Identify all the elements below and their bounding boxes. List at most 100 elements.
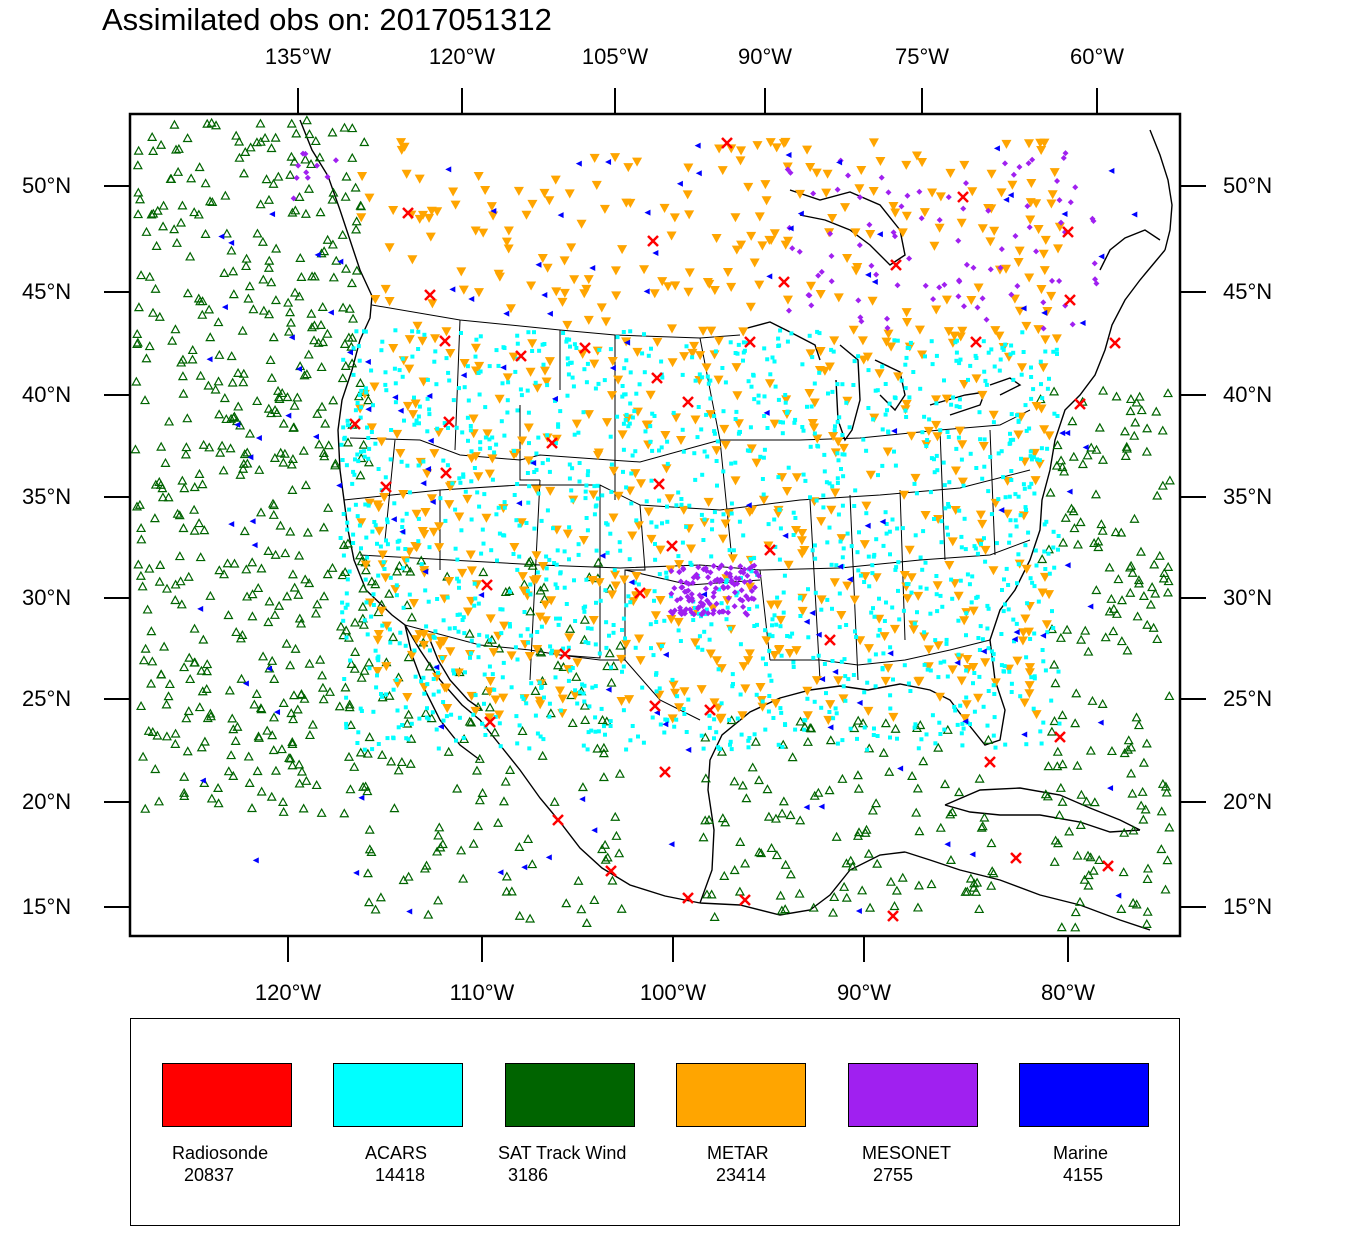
acars-marker	[798, 614, 803, 618]
marine-marker	[1059, 430, 1066, 437]
sat-track-wind-marker	[388, 632, 399, 642]
acars-marker	[389, 428, 394, 432]
mesonet-marker	[677, 578, 684, 585]
sat-track-wind-marker	[221, 228, 232, 238]
acars-marker	[478, 446, 483, 451]
sat-track-wind-marker	[267, 655, 278, 665]
acars-marker	[565, 356, 570, 361]
sat-track-wind-marker	[330, 460, 341, 470]
acars-marker	[996, 497, 1001, 502]
acars-marker	[461, 472, 466, 477]
sat-track-wind-marker	[1151, 406, 1162, 416]
mesonet-marker	[731, 603, 738, 610]
acars-marker	[808, 444, 813, 449]
sat-track-wind-marker	[264, 309, 275, 319]
marine-marker	[1097, 719, 1104, 726]
sat-track-wind-marker	[1054, 810, 1065, 820]
sat-track-wind-marker	[214, 409, 225, 419]
sat-track-wind-marker	[146, 626, 157, 636]
acars-marker	[721, 469, 726, 474]
metar-marker	[360, 560, 371, 570]
sat-track-wind-marker	[1116, 527, 1127, 537]
acars-marker	[741, 358, 745, 363]
acars-marker	[565, 337, 569, 342]
acars-marker	[443, 518, 448, 523]
mesonet-marker	[683, 588, 690, 595]
sat-track-wind-marker	[339, 122, 350, 132]
sat-track-wind-marker	[600, 854, 611, 864]
sat-track-wind-marker	[1157, 480, 1168, 490]
acars-marker	[356, 459, 361, 464]
metar-marker	[557, 694, 568, 704]
sat-track-wind-marker	[181, 442, 192, 452]
metar-marker	[802, 145, 813, 155]
metar-marker	[823, 715, 834, 725]
sat-track-wind-marker	[220, 190, 231, 200]
acars-marker	[662, 730, 667, 735]
acars-marker	[800, 362, 805, 367]
acars-marker	[636, 582, 641, 587]
sat-track-wind-marker	[255, 507, 267, 517]
metar-marker	[913, 591, 924, 601]
acars-marker	[431, 677, 436, 681]
acars-marker	[463, 489, 468, 494]
bottom-lon-label: 80°W	[1040, 980, 1096, 1005]
acars-marker	[866, 554, 871, 559]
metar-marker	[559, 288, 570, 298]
sat-track-wind-marker	[256, 563, 267, 573]
acars-marker	[830, 659, 835, 663]
acars-marker	[942, 727, 947, 732]
marine-marker	[818, 803, 825, 810]
left-lat-label: 15°N	[22, 894, 72, 919]
acars-marker	[480, 527, 485, 532]
metar-marker	[646, 534, 657, 544]
top-lon-label: 105°W	[581, 44, 649, 69]
sat-track-wind-marker	[753, 775, 765, 785]
sat-track-wind-marker	[443, 746, 454, 756]
marine-marker	[1087, 603, 1094, 610]
sat-track-wind-marker	[1091, 444, 1102, 454]
acars-marker	[533, 380, 538, 385]
acars-marker	[362, 454, 367, 459]
mesonet-marker	[699, 610, 706, 617]
marine-marker	[365, 406, 372, 413]
metar-marker	[366, 423, 377, 433]
acars-marker	[704, 607, 709, 612]
metar-marker	[666, 231, 677, 241]
sat-track-wind-marker	[157, 492, 168, 502]
sat-track-wind-marker	[1085, 745, 1096, 755]
acars-marker	[939, 540, 944, 545]
sat-track-wind-marker	[189, 623, 200, 633]
metar-marker	[941, 394, 952, 404]
sat-track-wind-marker	[935, 822, 946, 832]
acars-marker	[723, 380, 728, 385]
acars-marker	[852, 359, 857, 364]
sat-track-wind-marker	[229, 558, 240, 568]
metar-marker	[1052, 244, 1064, 254]
marine-marker	[353, 869, 360, 876]
acars-marker	[416, 539, 421, 544]
sat-track-wind-marker	[257, 236, 268, 246]
acars-marker	[528, 582, 533, 587]
acars-marker	[435, 597, 440, 601]
acars-marker	[873, 388, 878, 393]
acars-marker	[843, 698, 848, 703]
acars-marker	[473, 354, 478, 359]
acars-marker	[991, 420, 996, 425]
acars-marker	[806, 587, 810, 592]
sat-track-wind-marker	[403, 709, 414, 719]
sat-track-wind-marker	[1113, 574, 1124, 584]
acars-marker	[505, 410, 510, 415]
metar-marker	[720, 519, 731, 529]
acars-marker	[700, 375, 705, 380]
metar-marker	[754, 212, 765, 222]
metar-marker	[471, 366, 482, 376]
acars-marker	[1047, 376, 1051, 381]
acars-marker	[665, 504, 669, 509]
acars-marker	[763, 727, 768, 732]
mesonet-marker	[689, 597, 696, 604]
mesonet-marker	[695, 604, 702, 611]
radiosonde-marker	[824, 634, 836, 646]
acars-marker	[865, 747, 870, 752]
sat-track-wind-marker	[345, 784, 356, 794]
